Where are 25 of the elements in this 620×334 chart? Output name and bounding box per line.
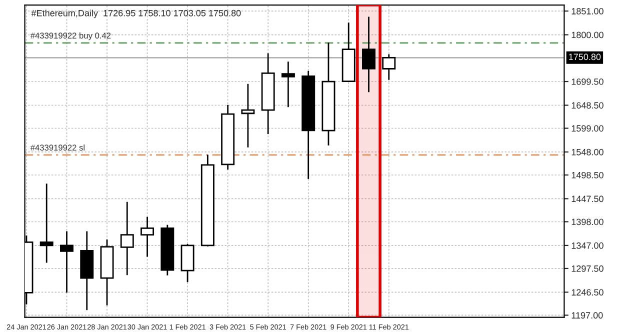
ref-line-label: #433919922 buy 0.42 (30, 32, 111, 40)
y-tick-label: 1297.50 (572, 265, 604, 272)
candlestick (140, 216, 154, 258)
y-tick-label: 1548.00 (572, 148, 604, 156)
candlestick (40, 182, 54, 264)
y-tick-label: 1398.00 (572, 218, 604, 226)
y-tick-label: 1498.50 (572, 172, 604, 178)
y-tick-label: 1197.00 (572, 312, 603, 319)
candlestick (281, 60, 295, 108)
ref-line-label: #433919922 sl (30, 144, 84, 151)
candlestick (241, 83, 255, 148)
y-tick-label: 1347.00 (572, 242, 604, 249)
y-tick-label: 1648.50 (572, 102, 604, 109)
chart-title: #Ethereum,Daily 1726.95 1758.10 1703.05 1750.80 (31, 10, 241, 18)
candlestick (60, 230, 74, 294)
candlestick (382, 54, 396, 81)
y-tick-label: 1447.50 (572, 196, 604, 202)
y-tick-label: 1699.50 (572, 78, 604, 85)
y-tick-label: 1800.00 (572, 32, 604, 38)
y-tick-label: 1851.00 (572, 8, 604, 14)
y-tick-label: 1599.00 (572, 125, 604, 132)
y-tick-label: 1246.50 (572, 289, 604, 296)
ref-line-label: 1750.80 (569, 54, 601, 60)
candlestick (362, 16, 376, 93)
candlestick (120, 201, 134, 276)
